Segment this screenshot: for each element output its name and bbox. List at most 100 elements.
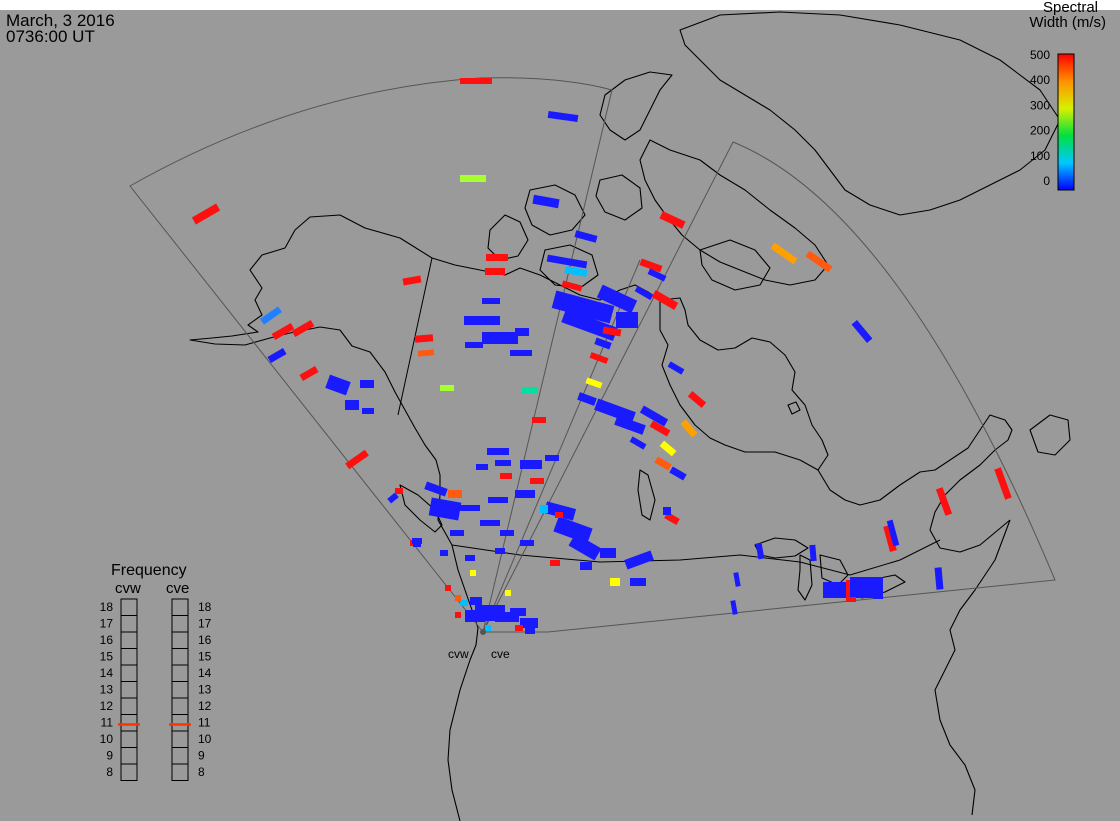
echo-cell: [448, 490, 462, 498]
frequency-tick-label: 8: [106, 765, 113, 779]
victoria-island: [487, 214, 529, 261]
frequency-title: Frequency: [111, 562, 187, 579]
radar-site-label-cve: cve: [491, 647, 510, 661]
echo-cell: [659, 440, 677, 457]
echo-cell: [522, 387, 538, 393]
echo-cell: [649, 420, 671, 437]
echo-cell: [600, 548, 616, 558]
coastlines: [189, 11, 1071, 821]
frequency-tick-label: 17: [198, 617, 212, 631]
frequency-tick-label: 18: [198, 600, 212, 614]
greenland: [679, 11, 1061, 216]
echo-cell: [510, 350, 532, 356]
baffin-island: [639, 139, 829, 286]
echo-cell: [568, 533, 602, 561]
color-bar: Spectral Width (m/s) 500 400 300 200 100 0: [1029, 0, 1106, 191]
echo-cell: [805, 250, 833, 273]
colorbar-tick-label: 100: [1030, 149, 1050, 163]
echo-cell: [417, 349, 435, 357]
frequency-tick-label: 12: [100, 699, 114, 713]
echo-cell: [616, 312, 638, 328]
echo-cell: [445, 585, 451, 591]
echo-cell: [487, 448, 509, 455]
echo-cell: [395, 488, 403, 494]
echo-cell: [639, 405, 669, 427]
echo-cell: [520, 540, 534, 546]
echo-cell: [486, 254, 508, 261]
echo-cell: [480, 520, 500, 526]
radar-site-marker: [480, 629, 486, 635]
echo-cell: [476, 464, 488, 470]
frequency-box: [120, 763, 138, 781]
echo-cell: [574, 230, 598, 243]
echo-cell: [886, 519, 900, 547]
map-background: [0, 10, 1120, 821]
echo-cell: [520, 618, 538, 628]
colorbar-ticks: 500 400 300 200 100 0: [1030, 48, 1050, 188]
echo-cell: [659, 211, 686, 229]
echo-cell: [555, 512, 563, 518]
echo-cell: [291, 319, 315, 338]
frequency-tick-label: 10: [198, 732, 212, 746]
echo-cell: [733, 572, 741, 587]
frequency-box: [171, 763, 189, 781]
echo-cell: [851, 320, 873, 343]
echo-cell: [610, 578, 620, 586]
echo-cell: [934, 567, 944, 590]
frequency-tick-label: 17: [100, 617, 114, 631]
echo-cell: [550, 560, 560, 566]
echo-cell: [402, 275, 422, 286]
echo-cell: [299, 365, 319, 382]
echo-cell: [680, 419, 698, 438]
echo-cell: [360, 380, 374, 388]
colorbar-tick-label: 200: [1030, 124, 1050, 138]
cvw-fov: [129, 77, 613, 634]
echo-cell: [495, 548, 505, 554]
labrador-coast: [817, 414, 1013, 553]
echo-cell: [639, 258, 663, 273]
echo-cell: [470, 570, 476, 576]
echo-cell: [271, 322, 295, 341]
echo-cell: [770, 242, 798, 265]
date-label: March, 3 2016: [6, 11, 115, 30]
frequency-panel: Frequency cvw cve 1817161514131211109818…: [100, 562, 212, 781]
frequency-tick-label: 12: [198, 699, 212, 713]
echo-cell: [345, 400, 359, 410]
echo-cell: [561, 280, 583, 292]
colorbar-gradient: [1057, 53, 1075, 191]
echo-cell: [455, 612, 461, 618]
frequency-tick-label: 18: [100, 600, 114, 614]
echo-cell: [413, 541, 421, 547]
echo-cell: [755, 542, 765, 560]
echo-cell: [267, 347, 287, 364]
echo-cell: [460, 600, 468, 606]
echo-cell: [634, 285, 654, 301]
lake-huron: [819, 554, 849, 586]
echo-cell: [460, 505, 480, 511]
frequency-columns: 18 17 16 15 14 13 12 11 10 9 8 18 17 16 15 14 13 12 11 10 9 8: [100, 598, 212, 781]
time-label: 0736:00 UT: [6, 27, 95, 46]
echo-cell: [515, 625, 523, 631]
echo-cell: [596, 284, 638, 314]
echo-cell: [414, 334, 434, 343]
echo-cell: [850, 577, 874, 597]
lake-michigan: [797, 554, 813, 601]
newfoundland: [1029, 414, 1071, 456]
echo-cell: [520, 460, 542, 469]
echo-cell: [543, 501, 577, 521]
echo-cell: [450, 530, 464, 536]
echo-cell: [465, 342, 483, 348]
echo-cell: [530, 478, 544, 484]
frequency-tick-label: 13: [100, 683, 114, 697]
frequency-label-cvw: cvw: [115, 580, 141, 597]
frequency-tick-label: 11: [198, 716, 211, 730]
lake-winnipeg: [637, 469, 656, 521]
frequency-tick-label: 15: [198, 650, 212, 664]
echo-cell: [464, 316, 500, 325]
echo-cell: [730, 600, 738, 615]
echo-cell: [545, 455, 559, 461]
frequency-tick-label: 15: [100, 650, 114, 664]
colorbar-tick-label: 500: [1030, 48, 1050, 62]
echo-cell: [482, 332, 518, 344]
